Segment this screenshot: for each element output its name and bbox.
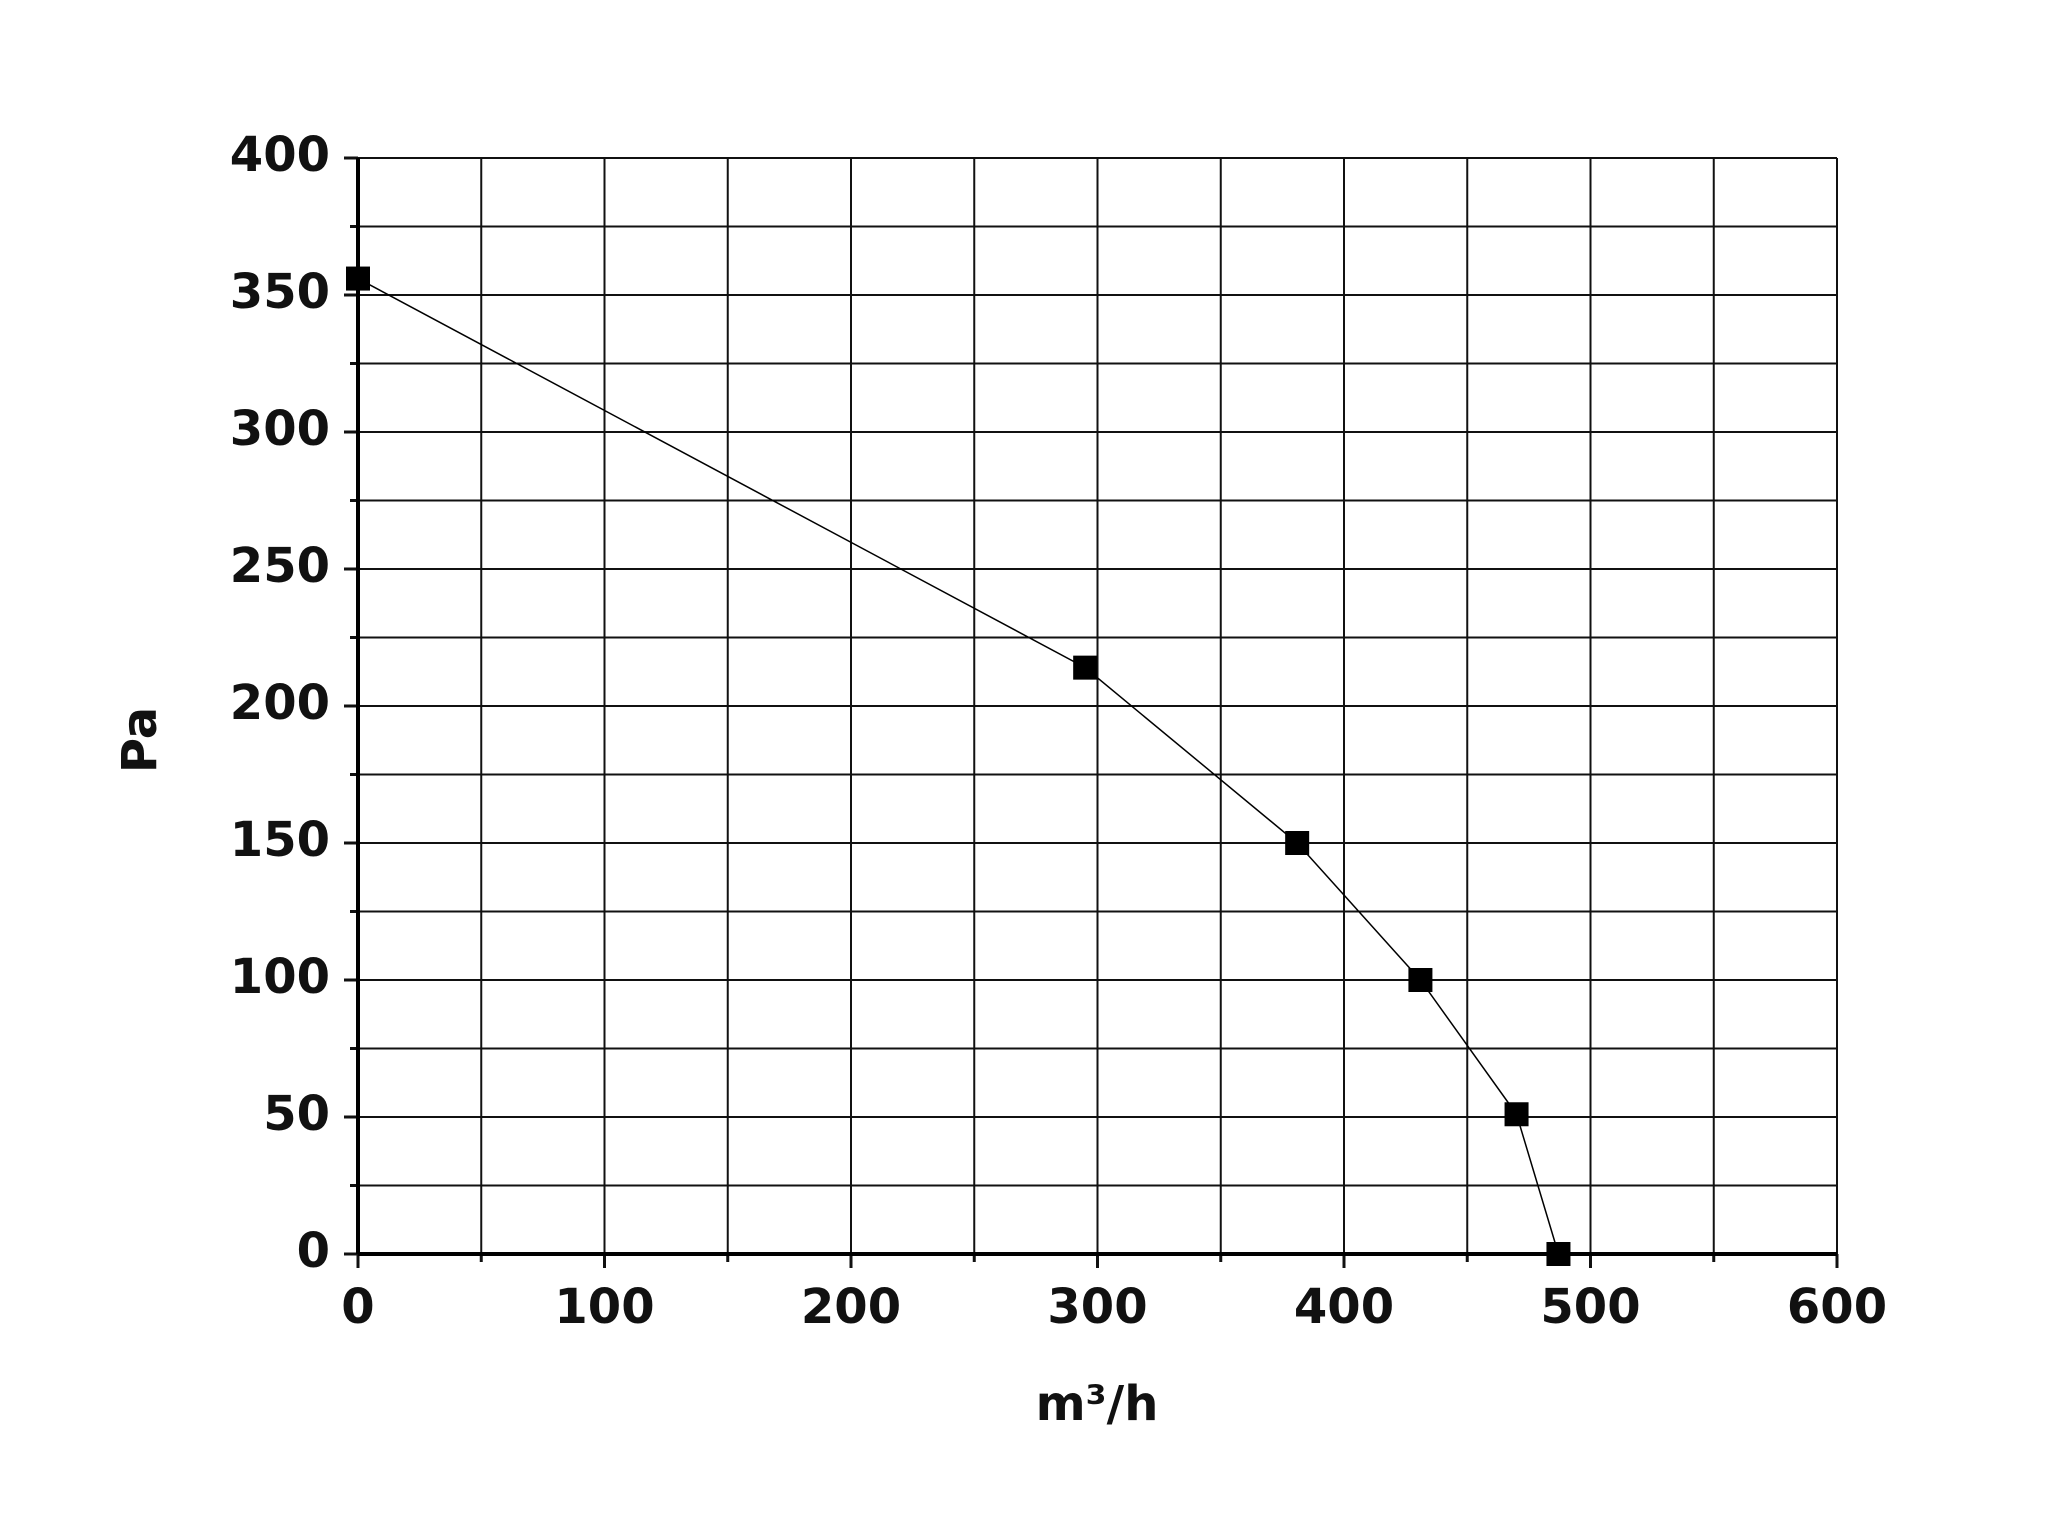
y-tick-label: 200 [230,675,330,731]
data-point [346,266,370,291]
x-tick-label: 300 [1047,1279,1147,1335]
x-tick-label: 200 [801,1279,901,1335]
y-tick-label: 300 [230,401,330,457]
y-tick-label: 150 [230,812,330,868]
y-axis-label: Pa [112,707,168,773]
data-point [1073,655,1098,680]
y-tick-label: 50 [263,1086,330,1142]
x-tick-label: 500 [1540,1279,1640,1335]
x-tick-label: 0 [341,1279,374,1335]
y-tick-label: 400 [230,127,330,183]
y-tick-label: 350 [230,264,330,320]
data-point [1504,1102,1529,1127]
x-tick-label: 400 [1294,1279,1394,1335]
data-point [1408,968,1433,992]
x-axis-label: m³/h [1036,1376,1159,1432]
data-line [357,277,1560,1255]
x-tick-label: 100 [554,1279,654,1335]
y-tick-label: 0 [297,1223,330,1279]
data-point [1546,1242,1571,1266]
y-tick-label: 250 [230,538,330,594]
x-tick-label: 600 [1787,1279,1887,1335]
y-tick-label: 100 [230,949,330,1005]
data-point [1285,831,1310,855]
